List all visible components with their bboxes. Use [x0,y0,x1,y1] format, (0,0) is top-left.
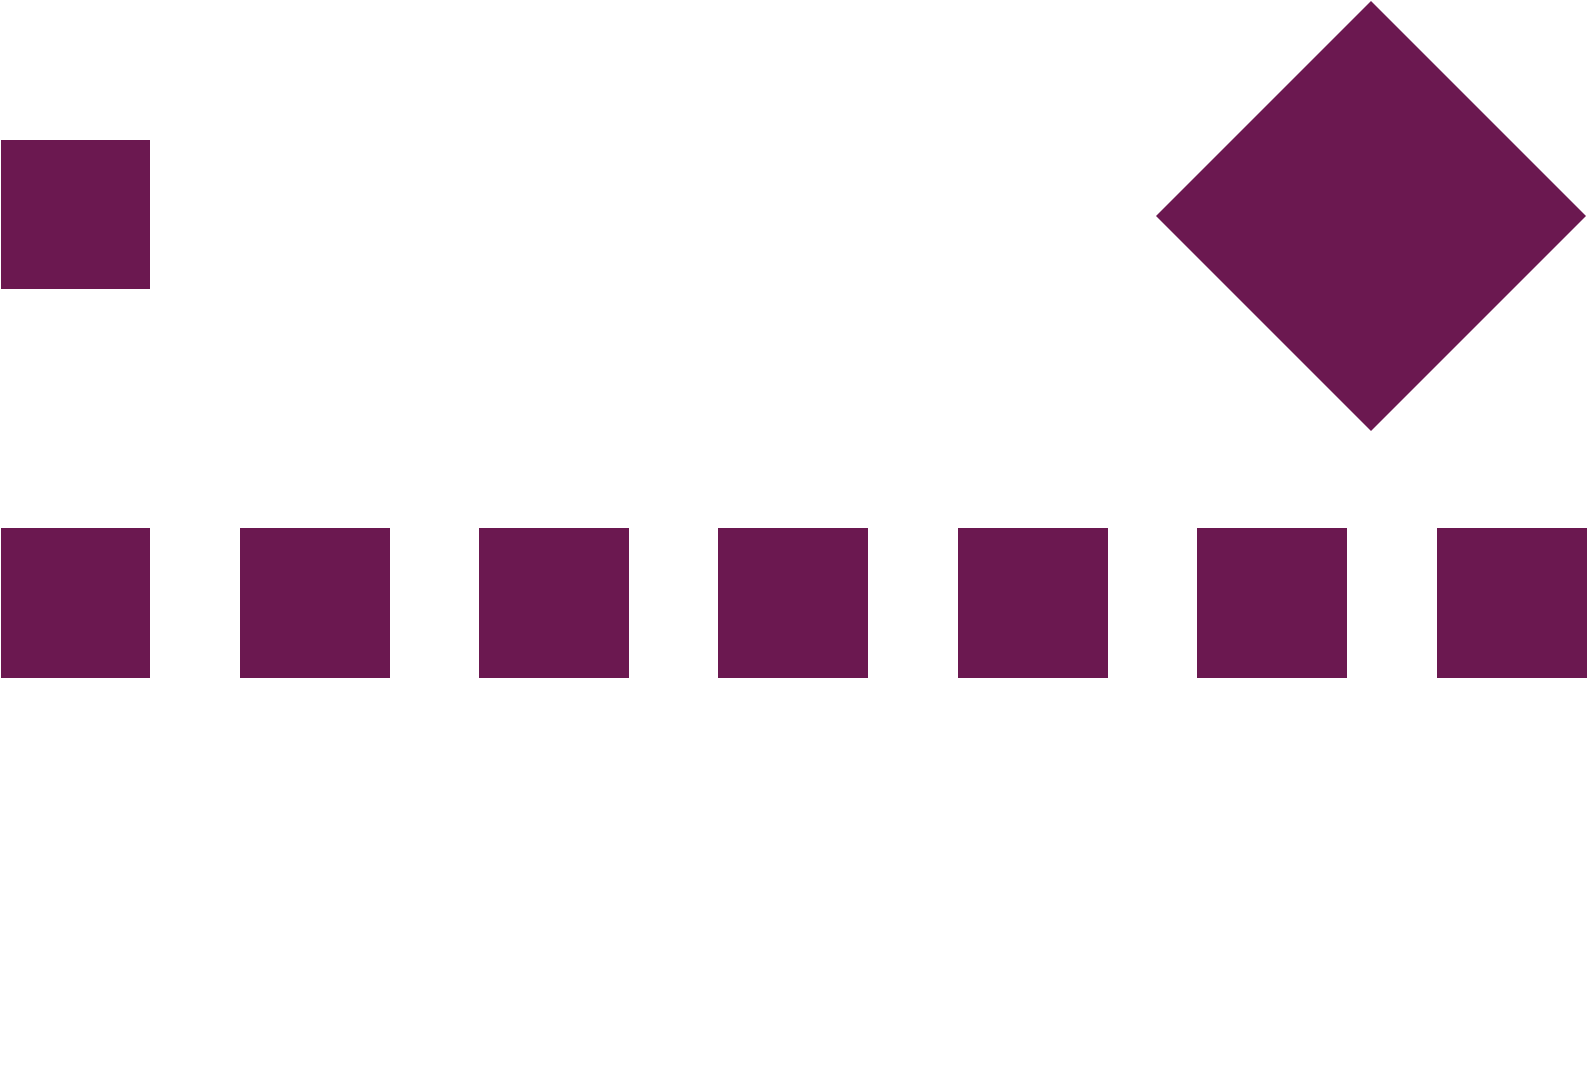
middle-square-row [1,528,1587,678]
middle-row-square-2 [240,528,390,678]
middle-row-square-4 [718,528,868,678]
middle-row-square-7 [1437,528,1587,678]
top-right-diamond [1156,1,1586,431]
middle-row-square-3 [479,528,629,678]
middle-row-square-6 [1197,528,1347,678]
middle-row-square-1 [1,528,150,678]
middle-row-square-5 [958,528,1108,678]
top-left-square [1,140,150,289]
